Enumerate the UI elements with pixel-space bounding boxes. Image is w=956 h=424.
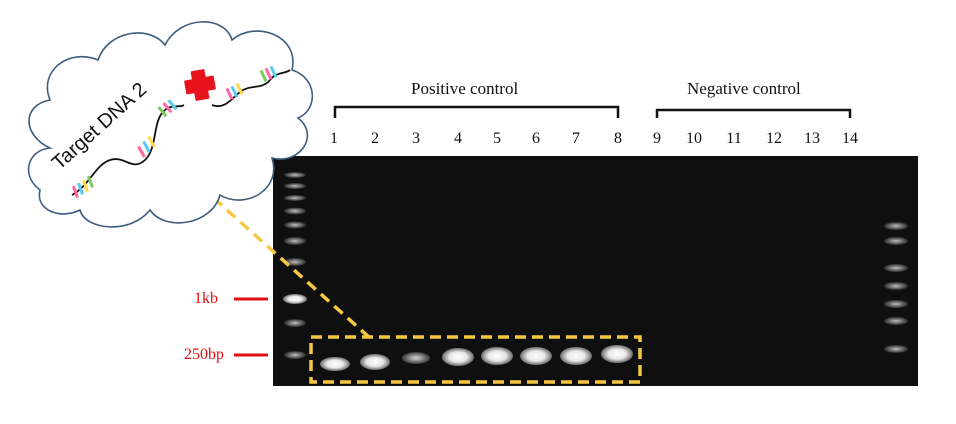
band-lane-5 [481,347,513,365]
sample-bands [320,345,633,371]
lane-label: 2 [371,130,379,147]
negative-control-label: Negative control [687,79,801,98]
marker-label-1kb: 1kb [194,290,218,307]
marker-label-250bp: 250bp [184,346,224,363]
plus-icon [184,69,216,101]
band-lane-6 [520,347,552,365]
band-lane-2 [360,354,390,370]
lane-label: 8 [614,130,622,147]
band-lane-1 [320,357,350,371]
ladder-left [283,172,307,359]
lane-label: 5 [493,130,501,147]
lane-label: 14 [842,130,858,147]
band-lane-8 [601,345,633,363]
ladder-right [884,222,908,353]
lane-label: 3 [412,130,420,147]
gel-image [273,156,918,386]
lane-label: 11 [726,130,742,147]
dna-strand-icon-2 [211,65,291,108]
lane-label: 13 [804,130,820,147]
band-lane-4 [442,348,474,366]
positive-control-label: Positive control [411,79,519,98]
lane-label: 4 [454,130,462,147]
band-lane-7 [560,347,592,365]
dna-strand-icon [71,99,185,198]
lane-label: 7 [572,130,580,147]
negative-bracket [655,108,852,118]
cloud-shape [27,21,314,228]
lane-label: 9 [653,130,661,147]
positive-bracket [333,105,620,118]
lane-label: 10 [686,130,702,147]
lane-label: 12 [766,130,782,147]
lane-label: 1 [330,130,338,147]
band-lane-3 [402,352,430,364]
lane-label: 6 [532,130,540,147]
